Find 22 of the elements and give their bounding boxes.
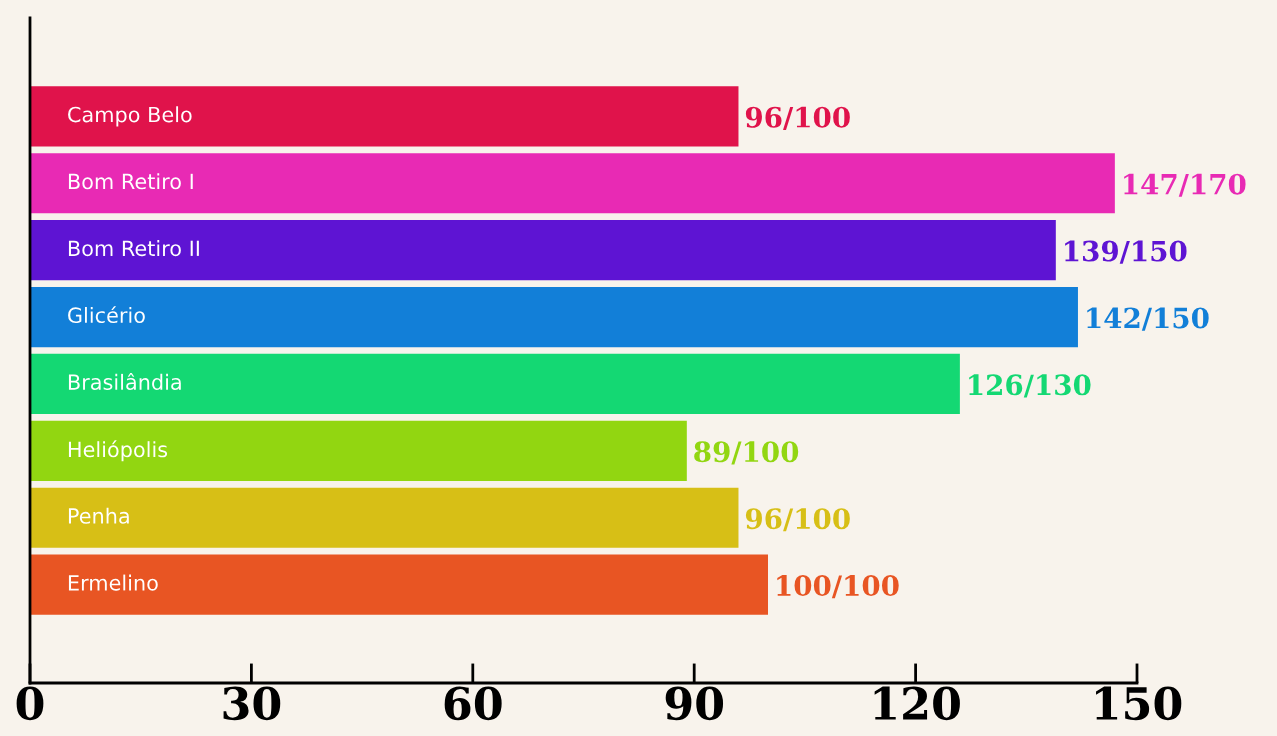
data-label: 89/100	[694, 441, 799, 465]
x-tick-label: 90	[665, 686, 724, 721]
x-tick-label: 0	[16, 686, 44, 721]
x-tick-label: 120	[874, 686, 960, 721]
x-tick-label: 30	[223, 686, 281, 721]
y-tick-label: Bom Retiro II	[68, 240, 199, 257]
x-tick-label: 150	[1096, 686, 1182, 721]
data-label: 96/100	[745, 106, 850, 130]
x-tick-label: 60	[444, 686, 502, 721]
y-tick-label: Heliópolis	[68, 440, 168, 462]
data-label: 139/150	[1065, 240, 1187, 264]
y-tick-label: Campo Belo	[68, 106, 192, 127]
y-tick-label: Brasilândia	[68, 373, 181, 390]
y-tick-label: Ermelino	[68, 574, 158, 591]
data-label: 100/100	[777, 575, 899, 599]
y-tick-label: Bom Retiro I	[68, 173, 193, 190]
y-tick-label: Glicério	[68, 306, 145, 324]
data-label: 96/100	[745, 508, 850, 532]
data-label: 147/170	[1124, 173, 1246, 197]
data-label: 142/150	[1087, 307, 1209, 331]
data-label: 126/130	[969, 374, 1091, 398]
y-tick-label: Penha	[68, 507, 129, 524]
